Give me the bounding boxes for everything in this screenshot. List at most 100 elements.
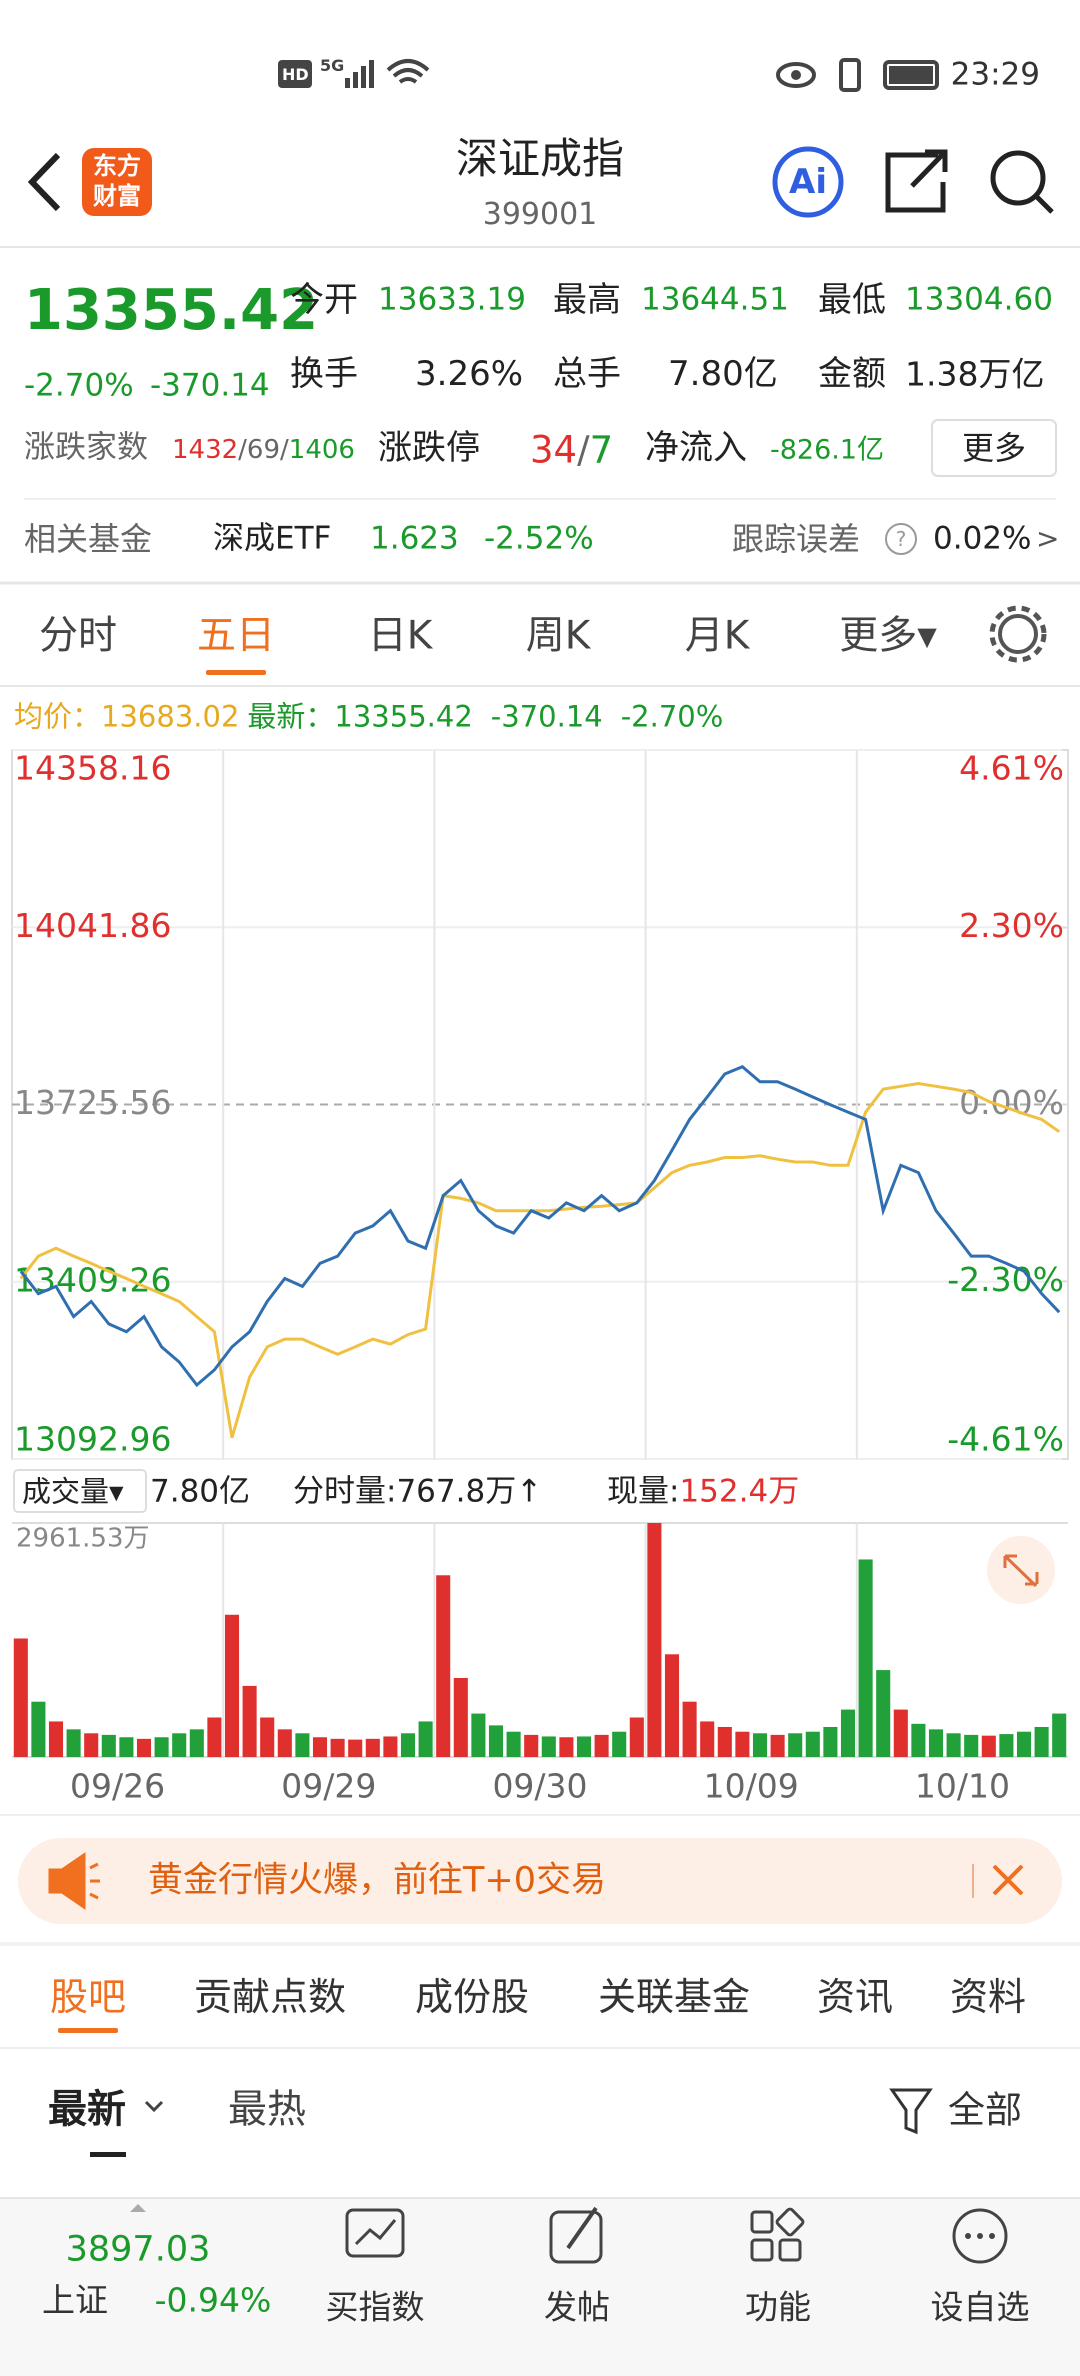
volume-bar bbox=[312, 1737, 328, 1757]
volume-button-label[interactable]: 成交量▾ bbox=[22, 1474, 124, 1509]
legend-latest: 13355.42 bbox=[334, 699, 473, 734]
volume-bar bbox=[594, 1734, 609, 1757]
volume-bar bbox=[13, 1638, 28, 1757]
chart-tab[interactable]: 五日 bbox=[196, 613, 276, 659]
stat-label: 今开 bbox=[290, 280, 358, 320]
function-icon[interactable] bbox=[750, 2207, 805, 2262]
chart-tab[interactable]: 日K bbox=[367, 613, 433, 659]
share-button[interactable] bbox=[885, 149, 948, 213]
limit-sep: / bbox=[577, 428, 590, 472]
current-volume-value: 152.4万 bbox=[679, 1473, 800, 1510]
sort-hot[interactable]: 最热 bbox=[228, 2087, 307, 2133]
stat-value: 13304.60 bbox=[905, 281, 1053, 318]
limit-down: 7 bbox=[589, 428, 614, 472]
net-inflow: -826.1亿 bbox=[770, 434, 885, 466]
volume-bar bbox=[629, 1717, 644, 1757]
post-icon bbox=[566, 2206, 598, 2250]
volume-button[interactable] bbox=[13, 1469, 147, 1513]
limit-up: 34 bbox=[530, 428, 578, 472]
y2-tick-label: -4.61% bbox=[947, 1420, 1064, 1459]
volume-bar bbox=[488, 1725, 504, 1757]
volume-bar bbox=[242, 1685, 257, 1757]
volume-bar bbox=[717, 1726, 732, 1757]
chart-tab[interactable]: 周K bbox=[525, 613, 591, 659]
tracking-error: 0.02% bbox=[933, 520, 1032, 557]
watchlist-icon bbox=[965, 2233, 995, 2239]
stock-code: 399001 bbox=[482, 197, 598, 232]
settings-button[interactable] bbox=[998, 614, 1038, 654]
x-tick-label: 10/09 bbox=[704, 1767, 799, 1806]
banner-close[interactable] bbox=[992, 1864, 1024, 1896]
filter-icon[interactable] bbox=[889, 2088, 933, 2135]
buy-index-icon[interactable] bbox=[345, 2208, 405, 2258]
legend: 均价：13683.02 最新：13355.42 -370.14 -2.70% bbox=[14, 699, 723, 734]
bottom-action[interactable]: 买指数 bbox=[325, 2287, 425, 2327]
bottom-action[interactable]: 设自选 bbox=[930, 2287, 1030, 2327]
tab-underline bbox=[58, 2028, 118, 2033]
search-button[interactable] bbox=[990, 150, 1046, 206]
volume-bar bbox=[119, 1737, 134, 1757]
volume-bar bbox=[383, 1736, 398, 1757]
search-button[interactable] bbox=[1034, 194, 1054, 214]
content-tab[interactable]: 贡献点数 bbox=[193, 1975, 347, 2019]
volume-bar bbox=[1016, 1731, 1032, 1757]
expand-arrow[interactable] bbox=[130, 2204, 146, 2212]
more-button[interactable] bbox=[931, 419, 1057, 477]
settings-button[interactable] bbox=[989, 605, 1047, 663]
network-label: 5G bbox=[320, 56, 345, 75]
current-volume-label: 现量: bbox=[607, 1473, 680, 1510]
signal-icon bbox=[345, 60, 374, 88]
content-tab[interactable]: 关联基金 bbox=[597, 1975, 751, 2019]
index-value[interactable]: 3897.03 bbox=[65, 2229, 211, 2270]
volume-bar bbox=[612, 1731, 627, 1757]
volume-bar bbox=[66, 1729, 81, 1757]
volume-bar bbox=[400, 1733, 416, 1757]
stat-label: 最高 bbox=[553, 280, 621, 320]
help-label[interactable]: ? bbox=[895, 527, 907, 551]
banner-text[interactable]: 黄金行情火爆，前往T+0交易 bbox=[148, 1860, 606, 1901]
index-pct[interactable]: -0.94% bbox=[154, 2280, 272, 2320]
price: 13355.42 bbox=[24, 278, 319, 343]
index-name[interactable]: 上证 bbox=[42, 2280, 108, 2320]
content-tab[interactable]: 资讯 bbox=[816, 1975, 894, 2019]
bottom-action[interactable]: 发帖 bbox=[544, 2287, 610, 2327]
bottom-action[interactable]: 功能 bbox=[745, 2287, 811, 2327]
post-icon[interactable] bbox=[549, 2210, 603, 2264]
dropdown-icon bbox=[144, 2100, 164, 2113]
chart-tab[interactable]: 更多▾ bbox=[839, 613, 937, 659]
buy-index-icon bbox=[354, 2219, 397, 2246]
tracking-error-label: 跟踪误差 bbox=[732, 520, 861, 558]
volume-bar bbox=[31, 1701, 46, 1757]
ai-label[interactable]: Ai bbox=[789, 162, 827, 202]
sort-latest[interactable]: 最新 bbox=[48, 2087, 127, 2133]
volume-bar bbox=[189, 1729, 204, 1757]
volume-bar bbox=[770, 1734, 785, 1757]
eye-icon bbox=[791, 70, 801, 80]
eye-icon bbox=[776, 62, 816, 88]
breadth-label: 涨跌家数 bbox=[24, 429, 148, 466]
content-tab[interactable]: 成份股 bbox=[414, 1975, 530, 2019]
chart-tab[interactable]: 月K bbox=[684, 613, 750, 659]
help-icon[interactable] bbox=[885, 523, 917, 555]
volume-bar bbox=[154, 1737, 169, 1757]
stat-value: 1.38万亿 bbox=[905, 354, 1045, 394]
content-tab[interactable]: 资料 bbox=[949, 1975, 1027, 2019]
price-line bbox=[19, 1064, 1061, 1388]
banner[interactable] bbox=[18, 1838, 1062, 1924]
watchlist-icon[interactable] bbox=[952, 2208, 1008, 2264]
volume-bar bbox=[805, 1731, 820, 1757]
more-label[interactable]: 更多 bbox=[961, 429, 1027, 467]
y2-tick-label: 0.00% bbox=[959, 1083, 1064, 1122]
logo-text: 财富 bbox=[93, 182, 141, 210]
fund-name[interactable]: 深成ETF bbox=[213, 520, 332, 557]
volume-bar bbox=[101, 1734, 116, 1757]
fund-arrow[interactable]: > bbox=[1036, 522, 1060, 555]
chart-tab[interactable]: 分时 bbox=[38, 613, 118, 659]
volume-bar bbox=[1034, 1726, 1049, 1757]
back-button[interactable] bbox=[27, 152, 61, 212]
ai-button[interactable] bbox=[772, 146, 844, 218]
y2-tick-label: -2.30% bbox=[947, 1260, 1064, 1299]
limit: 34/7 bbox=[530, 432, 613, 469]
content-tab[interactable]: 股吧 bbox=[49, 1975, 127, 2019]
filter-label[interactable]: 全部 bbox=[948, 2088, 1022, 2132]
